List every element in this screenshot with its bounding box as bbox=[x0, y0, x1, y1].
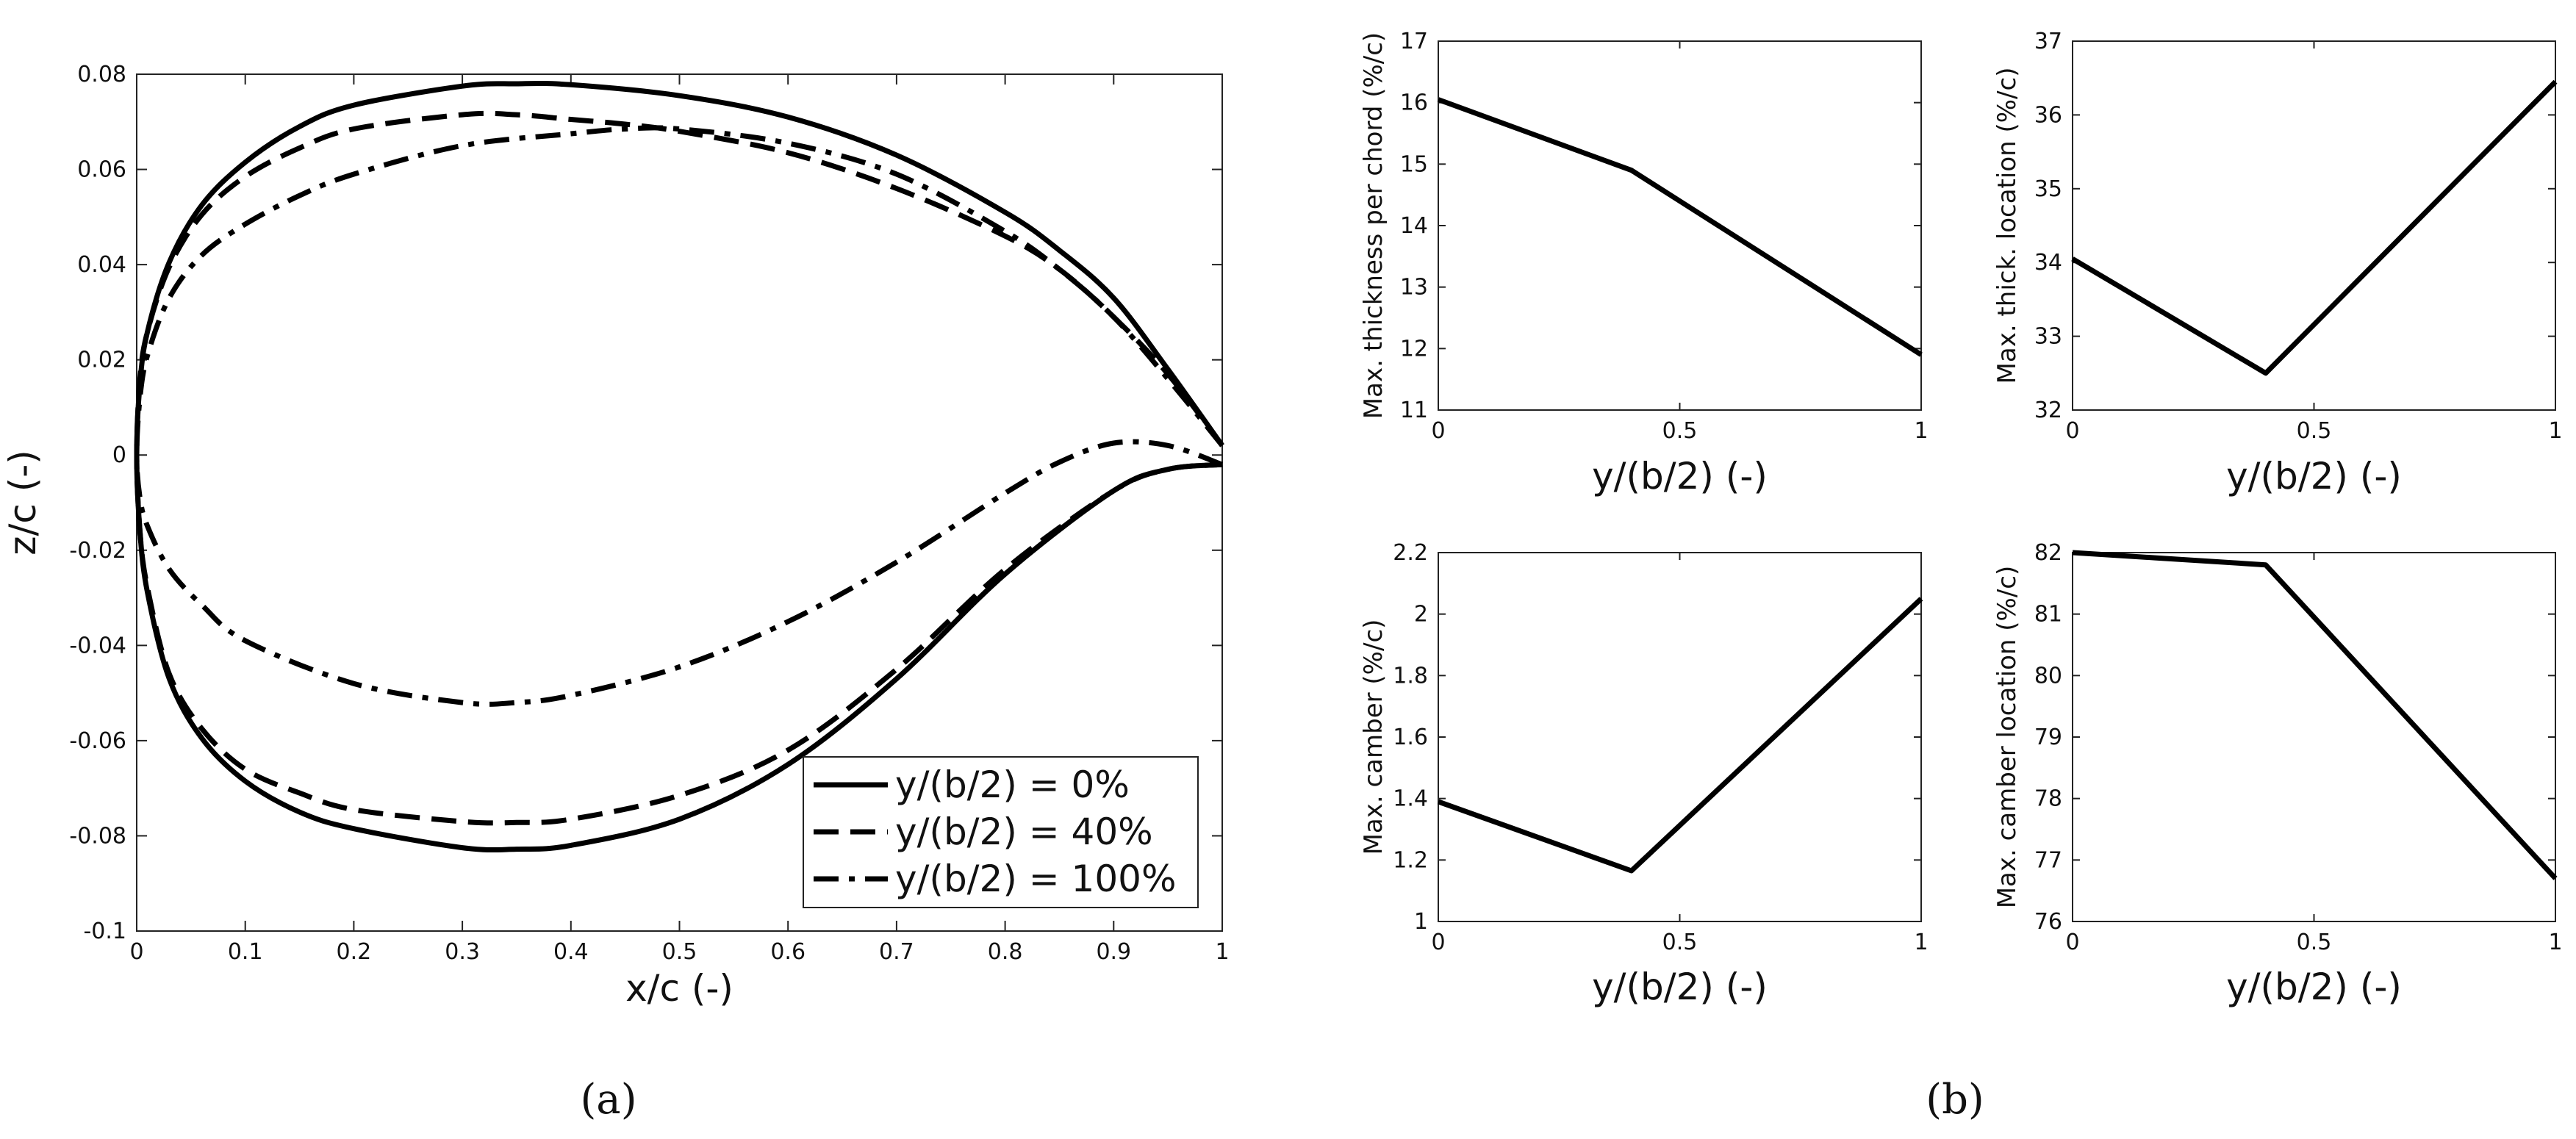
y-tick-label: 32 bbox=[2034, 398, 2062, 423]
y-tick-label: 0.02 bbox=[77, 348, 126, 373]
x-tick-label: 0.5 bbox=[2297, 418, 2332, 444]
series-line-1 bbox=[2072, 550, 2558, 880]
x-tick-label: 0.6 bbox=[770, 939, 806, 965]
y-tick-label: -0.02 bbox=[69, 538, 126, 564]
y-tick-label: 1.6 bbox=[1393, 725, 1428, 750]
caption-a: (a) bbox=[580, 1076, 636, 1124]
y-tick-label: -0.06 bbox=[69, 728, 126, 754]
y-tick-label: 1 bbox=[1414, 909, 1428, 935]
x-tick-label: 0 bbox=[1431, 930, 1445, 955]
x-tick-label: 0.8 bbox=[988, 939, 1023, 965]
legend-label-2: y/(b/2) = 40% bbox=[895, 811, 1153, 853]
x-tick-label: 0.5 bbox=[1662, 418, 1698, 444]
y-tick-label: 1.8 bbox=[1393, 663, 1428, 689]
y-tick-label: 76 bbox=[2034, 909, 2062, 935]
series-line-1 bbox=[1437, 597, 1923, 874]
y-axis-label: Max. camber location (%/c) bbox=[1992, 566, 2022, 909]
y-axis-label: z/c (-) bbox=[1, 450, 44, 556]
y-tick-label: 1.4 bbox=[1393, 786, 1428, 812]
y-axis-label: Max. thick. location (%/c) bbox=[1992, 68, 2022, 384]
x-tick-label: 0.2 bbox=[337, 939, 372, 965]
y-tick-label: -0.08 bbox=[69, 823, 126, 849]
max-camber-location-chart: 0 0.5 1 76 77 78 79 80 81 82 y/(b/2) (-) Max. cambe… bbox=[1992, 540, 2563, 1008]
x-tick-label: 1 bbox=[2548, 418, 2562, 444]
y-tick-label: 34 bbox=[2034, 250, 2062, 276]
x-tick-label: 0.5 bbox=[662, 939, 697, 965]
y-tick-label: 0 bbox=[112, 442, 126, 468]
y-tick-label: 0.04 bbox=[77, 252, 126, 278]
series-line-1 bbox=[1437, 97, 1923, 357]
y-axis-label: Max. camber (%/c) bbox=[1359, 619, 1388, 855]
y-tick-label: 2.2 bbox=[1393, 540, 1428, 566]
legend: y/(b/2) = 0% y/(b/2) = 40% y/(b/2) = 100% bbox=[803, 756, 1199, 908]
x-tick-label: 0 bbox=[1431, 418, 1445, 444]
x-tick-label: 1 bbox=[1914, 930, 1928, 955]
y-tick-label: 11 bbox=[1400, 398, 1428, 423]
series-line-3 bbox=[134, 125, 1224, 707]
max-thickness-location-chart: 0 0.5 1 32 33 34 35 36 37 y/(b/2) (-) Max. thick. … bbox=[1992, 29, 2563, 497]
y-tick-label: 33 bbox=[2034, 324, 2062, 350]
y-tick-label: 14 bbox=[1400, 213, 1428, 239]
y-axis-label: Max. thickness per chord (%/c) bbox=[1359, 32, 1388, 419]
x-tick-label: 0 bbox=[2065, 930, 2079, 955]
x-tick-label: 0.5 bbox=[1662, 930, 1698, 955]
y-tick-label: 80 bbox=[2034, 663, 2062, 689]
y-tick-label: 78 bbox=[2034, 786, 2062, 812]
legend-label-1: y/(b/2) = 0% bbox=[895, 763, 1130, 806]
y-tick-label: 16 bbox=[1400, 90, 1428, 116]
x-tick-label: 1 bbox=[1215, 939, 1229, 965]
x-tick-label: 0.1 bbox=[228, 939, 263, 965]
x-tick-label: 0.7 bbox=[879, 939, 914, 965]
y-tick-label: 1.2 bbox=[1393, 847, 1428, 873]
legend-label-3: y/(b/2) = 100% bbox=[895, 858, 1176, 900]
y-tick-label: 35 bbox=[2034, 176, 2062, 202]
y-tick-label: 77 bbox=[2034, 847, 2062, 873]
caption-b: (b) bbox=[1926, 1076, 1984, 1124]
y-tick-label: 0.08 bbox=[77, 62, 126, 87]
y-tick-label: 17 bbox=[1400, 29, 1428, 54]
y-tick-label: 13 bbox=[1400, 275, 1428, 301]
x-axis-label: y/(b/2) (-) bbox=[1592, 455, 1768, 497]
y-tick-label: 15 bbox=[1400, 151, 1428, 177]
x-axis-label: y/(b/2) (-) bbox=[2226, 966, 2402, 1008]
x-tick-label: 0 bbox=[129, 939, 143, 965]
x-axis-label: y/(b/2) (-) bbox=[2226, 455, 2402, 497]
y-tick-label: 79 bbox=[2034, 725, 2062, 750]
plot-frame bbox=[2072, 40, 2556, 411]
x-axis-label: y/(b/2) (-) bbox=[1592, 966, 1768, 1008]
y-tick-label: 81 bbox=[2034, 602, 2062, 628]
series-line-1 bbox=[2071, 79, 2558, 376]
y-tick-label: -0.1 bbox=[83, 919, 126, 944]
y-tick-label: 37 bbox=[2034, 29, 2062, 54]
y-tick-label: 36 bbox=[2034, 102, 2062, 128]
plot-frame bbox=[1438, 552, 1922, 922]
plot-frame bbox=[1438, 40, 1922, 411]
x-tick-label: 0.4 bbox=[553, 939, 589, 965]
x-tick-label: 0 bbox=[2065, 418, 2079, 444]
y-tick-label: 82 bbox=[2034, 540, 2062, 566]
y-tick-label: 0.06 bbox=[77, 157, 126, 183]
plot-frame bbox=[2072, 552, 2556, 922]
x-tick-label: 0.9 bbox=[1096, 939, 1131, 965]
y-tick-label: 2 bbox=[1414, 602, 1428, 628]
max-camber-chart: 0 0.5 1 1 1.2 1.4 1.6 1.8 2 2.2 y/(b/2) (-) Max. ca… bbox=[1359, 540, 1929, 1008]
y-tick-label: -0.04 bbox=[69, 633, 126, 658]
x-tick-label: 1 bbox=[2548, 930, 2562, 955]
x-axis-label: x/c (-) bbox=[625, 967, 733, 1010]
series-line-2 bbox=[134, 110, 1224, 826]
y-tick-label: 12 bbox=[1400, 336, 1428, 362]
x-tick-label: 1 bbox=[1914, 418, 1928, 444]
airfoil-profiles-chart: 0 0.1 0.2 0.3 0.4 0.5 0.6 0.7 0.8 0.9 1 -0.1 -0.08 -0… bbox=[1, 62, 1230, 1010]
x-tick-label: 0.3 bbox=[445, 939, 480, 965]
x-tick-label: 0.5 bbox=[2297, 930, 2332, 955]
